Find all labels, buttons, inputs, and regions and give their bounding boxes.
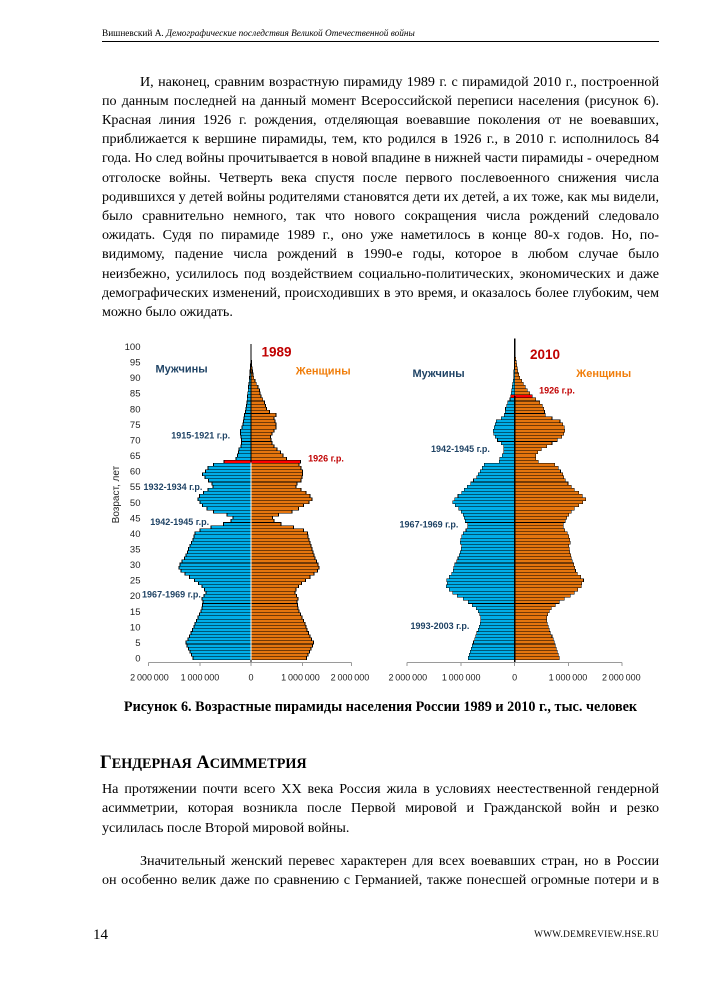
svg-text:0: 0	[135, 654, 140, 665]
svg-text:95: 95	[130, 358, 141, 369]
svg-text:30: 30	[130, 560, 141, 571]
svg-text:75: 75	[130, 420, 141, 431]
svg-text:1926 г.р.: 1926 г.р.	[308, 454, 344, 464]
svg-text:65: 65	[130, 451, 141, 462]
svg-text:10: 10	[130, 622, 141, 633]
svg-text:40: 40	[130, 529, 141, 540]
svg-text:Женщины: Женщины	[295, 366, 351, 378]
svg-text:35: 35	[130, 545, 141, 556]
svg-text:1 000 000: 1 000 000	[281, 673, 320, 683]
svg-text:0: 0	[512, 673, 517, 683]
svg-text:1 000 000: 1 000 000	[442, 673, 481, 683]
svg-text:1989: 1989	[261, 345, 291, 360]
svg-text:0: 0	[248, 673, 253, 683]
svg-text:1942-1945 г.р.: 1942-1945 г.р.	[431, 444, 490, 454]
svg-text:15: 15	[130, 607, 141, 618]
svg-text:Мужчины: Мужчины	[413, 368, 465, 380]
svg-text:60: 60	[130, 467, 141, 478]
svg-text:100: 100	[125, 342, 141, 353]
svg-text:2 000 000: 2 000 000	[602, 673, 641, 683]
svg-text:20: 20	[130, 591, 141, 602]
svg-text:1967-1969 г.р.: 1967-1969 г.р.	[400, 520, 459, 530]
svg-text:Возраст, лет: Возраст, лет	[111, 465, 122, 523]
svg-text:70: 70	[130, 435, 141, 446]
svg-text:2 000 000: 2 000 000	[130, 673, 169, 683]
svg-text:50: 50	[130, 498, 141, 509]
svg-text:1932-1934 г.р.: 1932-1934 г.р.	[144, 482, 203, 492]
svg-text:Женщины: Женщины	[575, 368, 631, 380]
svg-text:1967-1969 г.р.: 1967-1969 г.р.	[142, 590, 201, 600]
svg-text:1 000 000: 1 000 000	[549, 673, 588, 683]
svg-text:1942-1945 г.р.: 1942-1945 г.р.	[150, 517, 209, 527]
svg-text:1926 г.р.: 1926 г.р.	[539, 386, 575, 396]
svg-text:5: 5	[135, 638, 140, 649]
svg-text:2 000 000: 2 000 000	[388, 673, 427, 683]
svg-text:90: 90	[130, 373, 141, 384]
svg-text:1993-2003 г.р.: 1993-2003 г.р.	[411, 621, 470, 631]
svg-text:Мужчины: Мужчины	[156, 364, 208, 376]
svg-text:55: 55	[130, 482, 141, 493]
svg-text:1 000 000: 1 000 000	[181, 673, 220, 683]
svg-text:2 000 000: 2 000 000	[331, 673, 370, 683]
svg-text:1915-1921 г.р.: 1915-1921 г.р.	[171, 430, 230, 440]
svg-text:85: 85	[130, 389, 141, 400]
svg-text:45: 45	[130, 513, 141, 524]
svg-text:2010: 2010	[530, 347, 560, 362]
svg-text:80: 80	[130, 404, 141, 415]
svg-text:25: 25	[130, 576, 141, 587]
